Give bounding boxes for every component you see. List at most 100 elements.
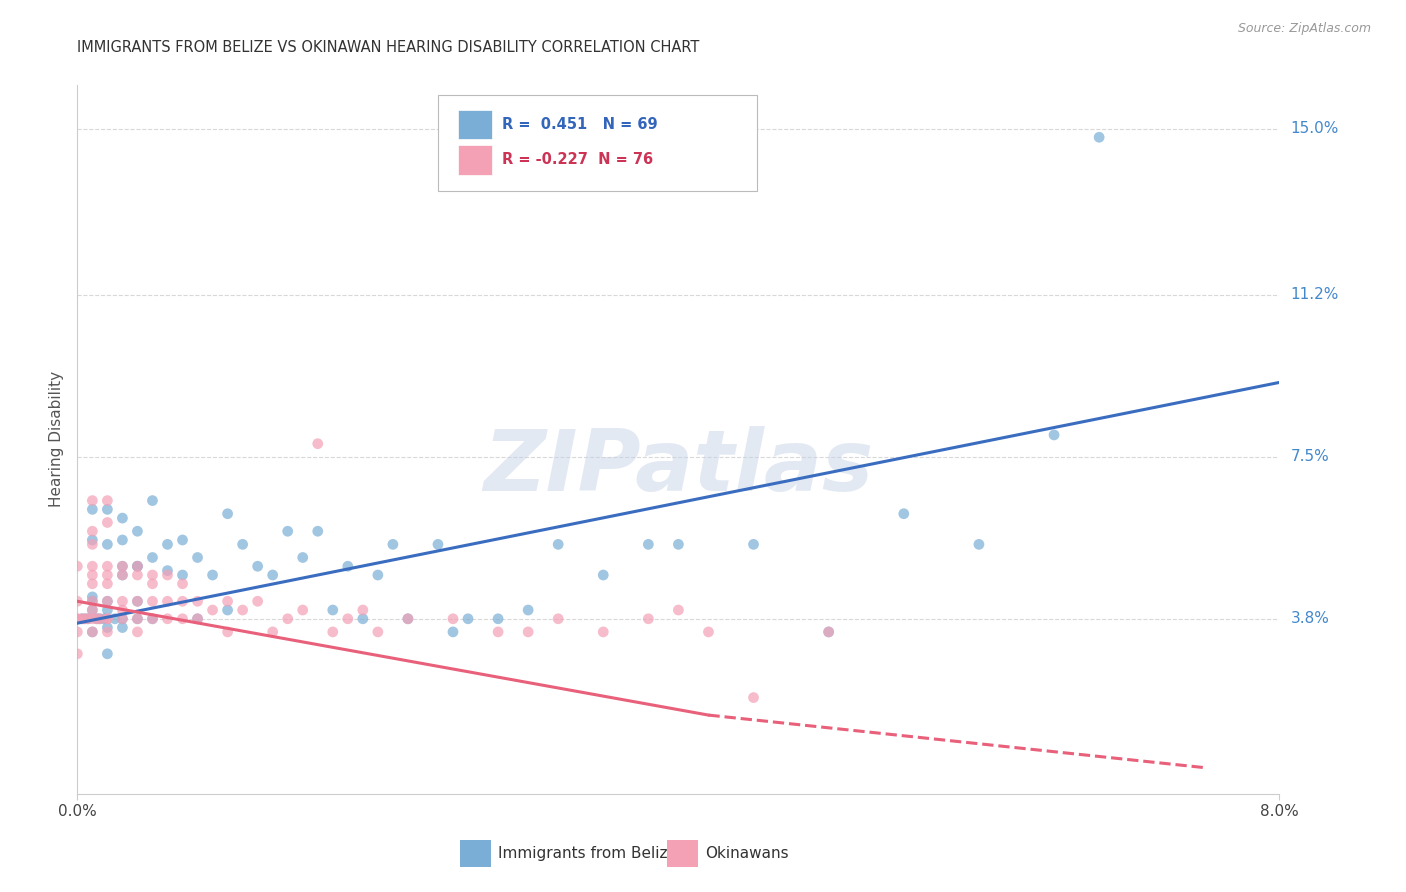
Point: [82, 624, 104, 639]
Point: [217, 624, 239, 639]
Point: [70, 612, 93, 626]
Point: [246, 594, 269, 608]
Point: [396, 612, 419, 626]
Point: [82, 590, 104, 604]
Point: [381, 537, 404, 551]
Point: [262, 568, 284, 582]
Point: [441, 612, 464, 626]
Point: [668, 537, 690, 551]
Point: [246, 559, 269, 574]
Point: [111, 612, 134, 626]
Y-axis label: Hearing Disability: Hearing Disability: [49, 371, 65, 508]
Point: [127, 524, 149, 539]
Point: [127, 612, 149, 626]
Point: [697, 624, 720, 639]
Point: [141, 594, 163, 608]
Point: [352, 612, 374, 626]
Point: [127, 559, 149, 574]
Point: [93, 612, 115, 626]
Point: [457, 612, 479, 626]
Point: [141, 612, 163, 626]
FancyBboxPatch shape: [439, 95, 756, 191]
Point: [96, 624, 118, 639]
Point: [172, 533, 194, 547]
Point: [82, 603, 104, 617]
Point: [307, 524, 329, 539]
Point: [637, 612, 659, 626]
Point: [96, 603, 118, 617]
Text: Immigrants from Belize: Immigrants from Belize: [499, 847, 678, 861]
Point: [82, 568, 104, 582]
Point: [127, 594, 149, 608]
Point: [96, 576, 118, 591]
Point: [141, 576, 163, 591]
Text: Source: ZipAtlas.com: Source: ZipAtlas.com: [1237, 22, 1371, 36]
Point: [336, 612, 359, 626]
Point: [127, 612, 149, 626]
Point: [517, 624, 540, 639]
Point: [82, 537, 104, 551]
Point: [111, 511, 134, 525]
Point: [322, 603, 344, 617]
Point: [66, 594, 89, 608]
Point: [111, 612, 134, 626]
Point: [186, 594, 209, 608]
Text: IMMIGRANTS FROM BELIZE VS OKINAWAN HEARING DISABILITY CORRELATION CHART: IMMIGRANTS FROM BELIZE VS OKINAWAN HEARI…: [77, 40, 700, 55]
Point: [893, 507, 915, 521]
Point: [73, 612, 96, 626]
Point: [217, 603, 239, 617]
Point: [141, 550, 163, 565]
Point: [104, 612, 127, 626]
Text: 7.5%: 7.5%: [1291, 450, 1329, 465]
FancyBboxPatch shape: [458, 145, 492, 175]
Point: [82, 594, 104, 608]
Point: [592, 568, 614, 582]
Point: [89, 612, 111, 626]
Point: [352, 603, 374, 617]
Point: [396, 612, 419, 626]
Point: [172, 612, 194, 626]
Point: [111, 559, 134, 574]
Point: [82, 603, 104, 617]
Point: [82, 594, 104, 608]
Text: ZIPatlas: ZIPatlas: [484, 426, 873, 509]
Point: [96, 516, 118, 530]
Point: [742, 537, 765, 551]
Point: [96, 647, 118, 661]
Point: [156, 564, 179, 578]
Point: [96, 594, 118, 608]
Point: [186, 612, 209, 626]
Point: [367, 568, 389, 582]
Point: [637, 537, 659, 551]
Point: [127, 559, 149, 574]
Point: [111, 621, 134, 635]
Point: [742, 690, 765, 705]
Point: [232, 537, 254, 551]
Point: [127, 568, 149, 582]
Point: [547, 612, 569, 626]
Point: [66, 612, 89, 626]
Point: [156, 594, 179, 608]
Text: 11.2%: 11.2%: [1291, 287, 1339, 302]
Point: [82, 612, 104, 626]
Point: [111, 594, 134, 608]
Point: [817, 624, 839, 639]
Point: [1043, 428, 1066, 442]
Point: [111, 603, 134, 617]
Point: [217, 507, 239, 521]
Point: [96, 502, 118, 516]
Point: [441, 624, 464, 639]
Point: [817, 624, 839, 639]
Point: [486, 624, 509, 639]
Point: [1088, 130, 1111, 145]
Point: [186, 612, 209, 626]
Point: [66, 559, 89, 574]
Point: [111, 533, 134, 547]
Point: [96, 493, 118, 508]
Point: [82, 624, 104, 639]
Point: [427, 537, 450, 551]
Point: [73, 612, 96, 626]
Point: [156, 568, 179, 582]
Text: R = -0.227  N = 76: R = -0.227 N = 76: [502, 153, 652, 168]
Point: [217, 594, 239, 608]
